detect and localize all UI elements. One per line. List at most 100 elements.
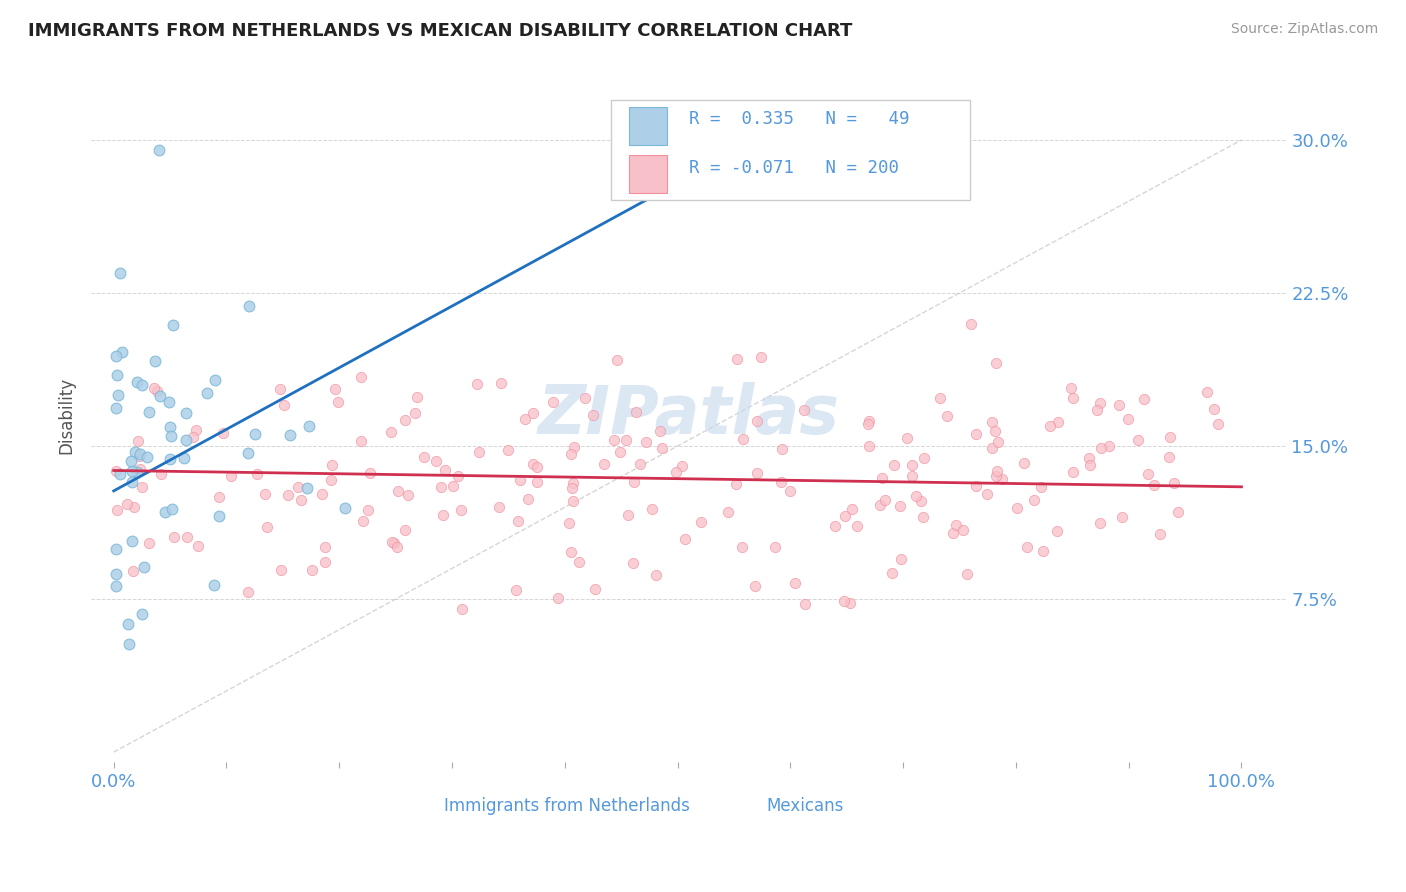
Point <box>451 602 474 616</box>
Point <box>181 430 204 444</box>
Point <box>562 476 585 491</box>
Point <box>187 539 209 553</box>
Point <box>146 384 169 398</box>
Point <box>121 475 143 490</box>
Text: Mexicans: Mexicans <box>766 797 844 815</box>
Point <box>900 469 922 483</box>
Point <box>314 555 336 569</box>
Point <box>834 509 856 524</box>
Point <box>1031 480 1053 494</box>
Bar <box>408 804 437 831</box>
Point <box>413 450 436 465</box>
Point <box>121 534 143 549</box>
Point <box>609 445 631 459</box>
Point <box>238 585 260 599</box>
Point <box>246 467 269 481</box>
Point <box>105 541 128 556</box>
Point <box>984 424 1007 438</box>
Point <box>359 466 381 480</box>
Point <box>121 454 143 468</box>
Point <box>645 568 668 582</box>
Point <box>176 530 198 544</box>
Point <box>489 376 512 390</box>
Point <box>1032 544 1054 558</box>
Point <box>959 317 981 331</box>
Point <box>1012 456 1035 470</box>
Point <box>841 502 863 516</box>
Point <box>184 423 207 437</box>
Point <box>311 487 333 501</box>
Point <box>159 420 181 434</box>
Point <box>929 392 952 406</box>
Point <box>321 458 343 472</box>
Point <box>583 582 606 596</box>
Point <box>779 483 801 498</box>
Point <box>382 536 405 550</box>
Point <box>558 516 581 530</box>
Point <box>1090 395 1112 409</box>
Point <box>157 394 180 409</box>
Point <box>136 450 159 464</box>
Point <box>1024 493 1046 508</box>
Point <box>560 544 582 558</box>
Point <box>562 441 585 455</box>
Point <box>1039 418 1062 433</box>
Point <box>117 616 139 631</box>
Point <box>883 458 905 473</box>
Point <box>522 406 544 420</box>
Point <box>104 350 127 364</box>
Point <box>725 351 748 366</box>
Point <box>162 502 184 516</box>
Point <box>173 450 195 465</box>
Point <box>138 404 160 418</box>
Point <box>1007 501 1029 516</box>
Point <box>127 434 149 448</box>
Point <box>793 403 815 417</box>
Point <box>108 467 131 481</box>
Point <box>592 458 614 472</box>
Point <box>387 483 409 498</box>
FancyBboxPatch shape <box>612 100 970 201</box>
Point <box>153 505 176 519</box>
Point <box>873 493 896 508</box>
Point <box>441 479 464 493</box>
Point <box>858 414 880 428</box>
Point <box>935 409 957 423</box>
Point <box>450 503 472 517</box>
Point <box>745 466 768 480</box>
Point <box>547 591 569 605</box>
Point <box>434 463 457 477</box>
Point <box>912 451 935 466</box>
Point <box>602 433 624 447</box>
Point <box>1090 441 1112 455</box>
Point <box>350 434 373 448</box>
Point <box>986 464 1008 478</box>
Point <box>614 434 637 448</box>
Text: Source: ZipAtlas.com: Source: ZipAtlas.com <box>1230 22 1378 37</box>
Point <box>447 469 470 483</box>
Point <box>430 480 453 494</box>
Point <box>208 509 231 524</box>
Point <box>770 442 793 457</box>
Point <box>129 462 152 476</box>
Point <box>1078 451 1101 466</box>
Point <box>641 502 664 516</box>
Point <box>1206 417 1229 431</box>
Point <box>1111 509 1133 524</box>
Point <box>238 300 260 314</box>
Point <box>295 481 318 495</box>
Point <box>118 637 141 651</box>
Point <box>301 563 323 577</box>
Point <box>125 375 148 389</box>
Point <box>131 607 153 621</box>
Text: IMMIGRANTS FROM NETHERLANDS VS MEXICAN DISABILITY CORRELATION CHART: IMMIGRANTS FROM NETHERLANDS VS MEXICAN D… <box>28 22 852 40</box>
Point <box>406 391 429 405</box>
Point <box>568 555 591 569</box>
Point <box>689 515 711 529</box>
Point <box>910 494 932 508</box>
Point <box>496 442 519 457</box>
Point <box>104 567 127 582</box>
Point <box>731 433 754 447</box>
Point <box>664 465 686 479</box>
Point <box>522 457 544 471</box>
